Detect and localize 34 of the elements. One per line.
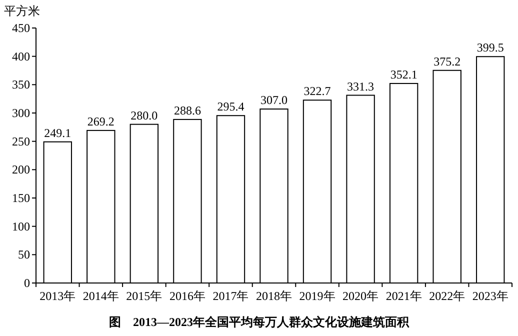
x-tick-label: 2023年 [472,289,508,303]
data-label: 249.1 [44,126,72,140]
x-tick-label: 2019年 [299,289,336,303]
x-tick-label: 2016年 [169,289,206,303]
y-tick-label: 400 [12,49,30,64]
y-tick-label: 150 [12,191,30,205]
data-label: 399.5 [476,40,504,55]
x-tick-label: 2020年 [342,289,379,303]
x-tick-label: 2017年 [212,289,249,303]
data-label: 295.4 [217,100,244,114]
data-label: 375.2 [434,54,461,68]
y-tick-label: 100 [12,219,30,234]
x-tick-label: 2018年 [256,289,292,303]
data-label: 269.2 [87,114,114,128]
y-tick-label: 50 [18,248,30,262]
y-tick-label: 450 [12,21,30,35]
data-label: 331.3 [347,79,374,94]
y-tick-label: 200 [12,162,30,177]
data-label: 307.0 [260,93,288,108]
x-tick-label: 2014年 [82,289,119,303]
text: 图 2013—2023年全国平均每万人群众文化设施建筑面积 [109,315,410,329]
y-tick-label: 0 [24,276,30,290]
y-tick-label: 350 [12,78,30,92]
data-label: 280.0 [130,108,158,122]
y-tick-label: 250 [12,134,30,148]
x-tick-label: 2021年 [386,289,422,303]
y-axis-title: 平方米 [4,4,40,18]
data-label: 322.7 [304,84,331,98]
x-tick-label: 2015年 [126,289,162,303]
y-tick-label: 300 [12,106,30,120]
data-label: 288.6 [174,103,201,118]
data-label: 352.1 [390,67,418,82]
x-tick-label: 2022年 [429,289,466,303]
x-tick-label: 2013年 [40,289,76,303]
